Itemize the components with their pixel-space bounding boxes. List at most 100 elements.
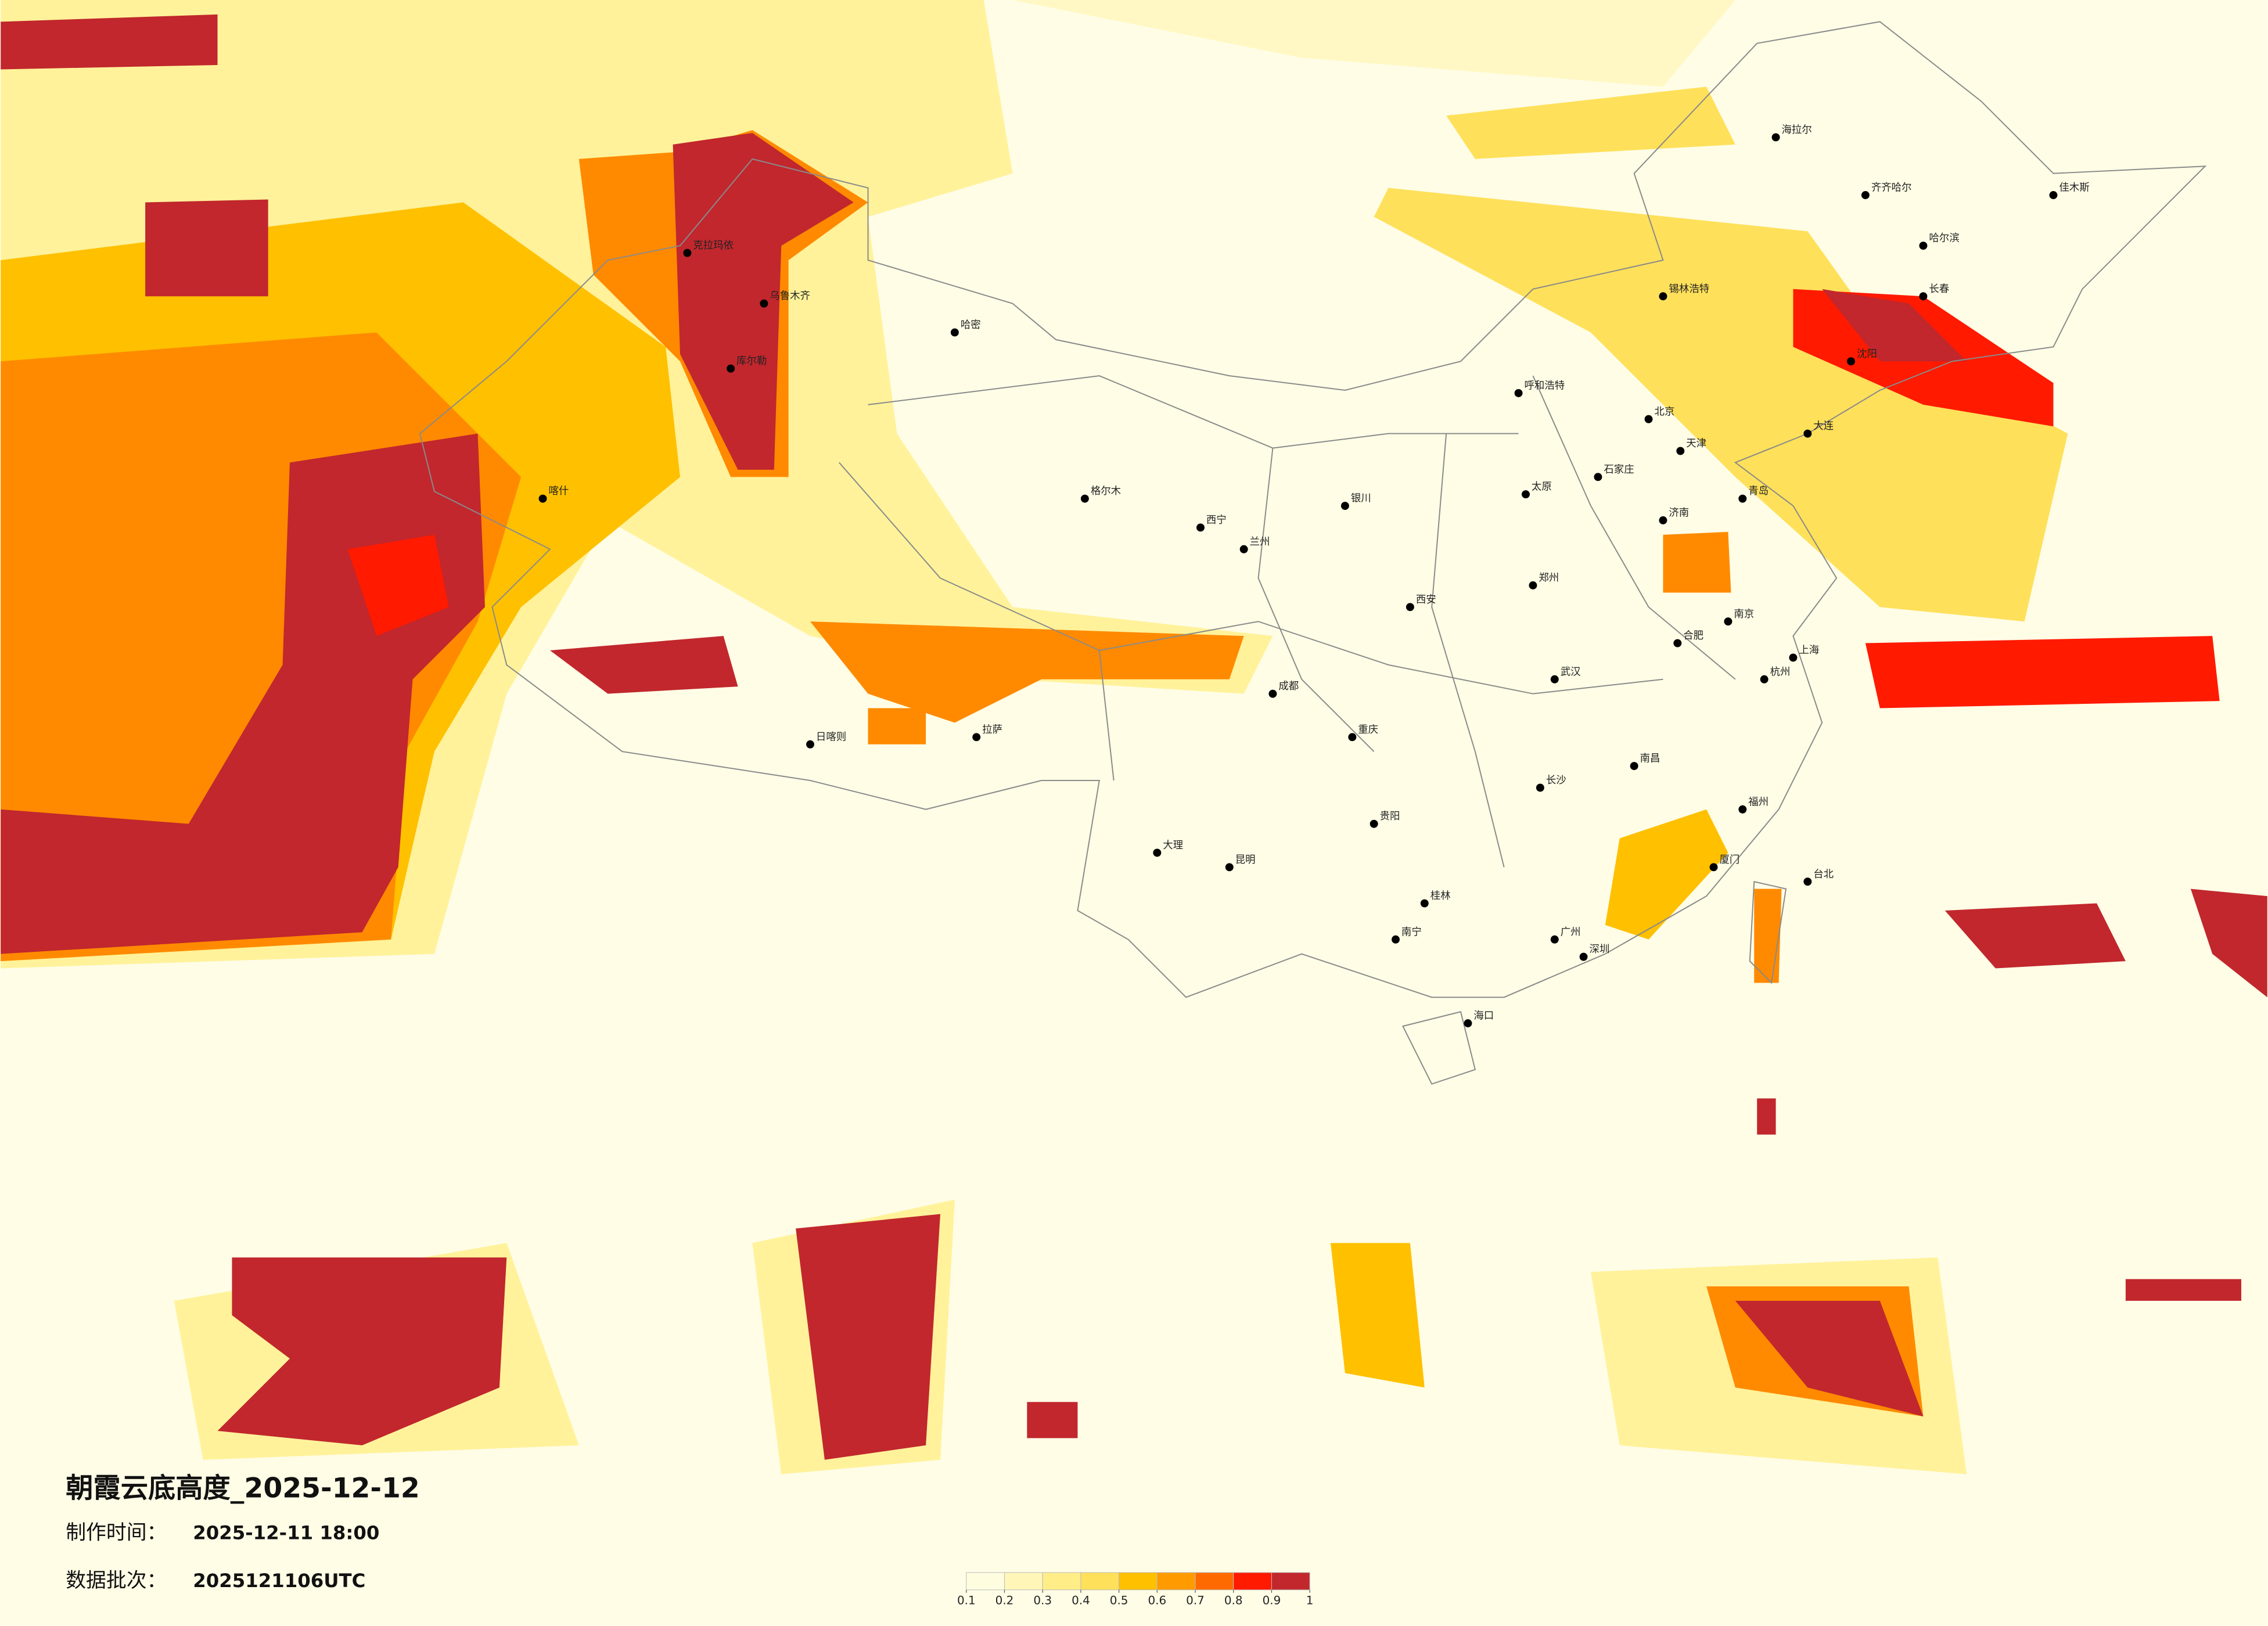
city-dot: [1771, 133, 1780, 142]
city-dot: [1225, 863, 1234, 872]
city-dot: [1630, 762, 1638, 771]
city-label: 日喀则: [816, 731, 846, 743]
legend: 0.1 0.2 0.3 0.4 0.5 0.6 0.7 0.8 0.9 1: [957, 1572, 1314, 1607]
city-dot: [1514, 389, 1523, 397]
city-dot: [1659, 292, 1667, 301]
city-dot: [1348, 733, 1357, 742]
city-dot: [1760, 675, 1769, 684]
city-label: 沈阳: [1857, 348, 1877, 360]
city-label: 杭州: [1770, 666, 1791, 678]
city-dot: [1196, 523, 1205, 532]
city-label: 郑州: [1539, 573, 1559, 584]
city-label: 锡林浩特: [1669, 283, 1709, 295]
city-label: 格尔木: [1091, 485, 1121, 497]
city-label: 桂林: [1430, 890, 1451, 902]
city-label: 乌鲁木齐: [770, 290, 810, 302]
city-label: 石家庄: [1604, 464, 1634, 476]
city-dot: [1803, 877, 1812, 886]
city-dot: [1522, 490, 1530, 499]
city-label: 齐齐哈尔: [1871, 182, 1912, 194]
city-dot: [1676, 447, 1685, 455]
city-dot: [1340, 502, 1349, 510]
legend-tick-label: 0.4: [1072, 1594, 1090, 1607]
city-dot: [538, 494, 547, 503]
city-label: 上海: [1799, 645, 1819, 656]
city-dot: [1919, 292, 1928, 301]
city-label: 哈密: [961, 319, 981, 331]
legend-tick-label: 0.8: [1224, 1594, 1243, 1607]
legend-swatch: [1195, 1572, 1234, 1591]
legend-swatch: [1004, 1572, 1043, 1591]
legend-tick-label: 0.3: [1033, 1594, 1052, 1607]
city-dot: [1724, 617, 1733, 626]
made-time-label: 制作时间：: [66, 1521, 167, 1545]
city-dot: [1644, 415, 1653, 423]
city-label: 库尔勒: [736, 355, 767, 367]
city-label: 昆明: [1235, 854, 1256, 866]
legend-swatch: [966, 1572, 1005, 1591]
city-dot: [1789, 653, 1798, 662]
legend-swatch: [1042, 1572, 1081, 1591]
city-dot: [1536, 783, 1544, 792]
city-dot: [1550, 935, 1559, 944]
city-dot: [972, 733, 981, 742]
city-label: 厦门: [1720, 854, 1740, 866]
city-dot: [1738, 494, 1747, 503]
legend-tick-label: 1: [1306, 1594, 1314, 1607]
city-dot: [683, 249, 692, 257]
city-label: 长沙: [1546, 775, 1566, 786]
city-dot: [1919, 242, 1928, 250]
city-dot: [1370, 819, 1378, 828]
legend-swatch: [1233, 1572, 1272, 1591]
city-label: 福州: [1748, 796, 1769, 808]
city-label: 贵阳: [1380, 811, 1400, 822]
city-dot: [1420, 899, 1429, 908]
city-dot: [1594, 473, 1602, 481]
city-label: 兰州: [1250, 536, 1270, 548]
city-label: 大连: [1813, 420, 1834, 432]
city-label: 太原: [1532, 481, 1552, 493]
city-label: 台北: [1813, 869, 1834, 880]
city-label: 南昌: [1640, 753, 1660, 765]
city-label: 济南: [1669, 508, 1689, 519]
legend-swatch: [1119, 1572, 1158, 1591]
city-label: 青岛: [1748, 485, 1769, 497]
legend-tick-label: 0.1: [957, 1594, 976, 1607]
legend-swatch: [1156, 1572, 1196, 1591]
city-dot: [1529, 581, 1537, 589]
city-dot: [2049, 191, 2058, 199]
city-label: 天津: [1686, 438, 1706, 449]
city-label: 南宁: [1401, 926, 1422, 938]
city-label: 哈尔滨: [1929, 233, 1959, 244]
city-label: 广州: [1561, 926, 1581, 938]
city-label: 佳木斯: [2059, 182, 2089, 194]
city-dot: [1659, 516, 1667, 524]
city-label: 拉萨: [982, 724, 1002, 736]
city-dot: [1847, 357, 1855, 366]
city-label: 银川: [1351, 493, 1371, 505]
city-dot: [1673, 639, 1682, 647]
city-dot: [1738, 805, 1747, 814]
city-dot: [1550, 675, 1559, 684]
batch-label: 数据批次：: [66, 1569, 167, 1592]
legend-tick-label: 0.9: [1263, 1594, 1281, 1607]
city-label: 西安: [1416, 594, 1436, 606]
legend-tick-label: 0.7: [1186, 1594, 1205, 1607]
made-time: 2025-12-11 18:00: [193, 1522, 379, 1544]
cloud-field: [1, 0, 2267, 1474]
city-label: 长春: [1929, 283, 1949, 295]
city-dot: [727, 364, 735, 373]
city-dot: [1803, 429, 1812, 438]
city-dot: [1579, 952, 1588, 961]
boundaries: [419, 21, 2207, 1085]
city-label: 喀什: [549, 485, 569, 497]
batch: 2025121106UTC: [193, 1570, 365, 1592]
city-dot: [1861, 191, 1870, 199]
city-label: 大理: [1163, 840, 1183, 851]
legend-tick-label: 0.6: [1148, 1594, 1166, 1607]
city-label: 南京: [1734, 609, 1754, 620]
city-label: 海口: [1473, 1010, 1494, 1022]
